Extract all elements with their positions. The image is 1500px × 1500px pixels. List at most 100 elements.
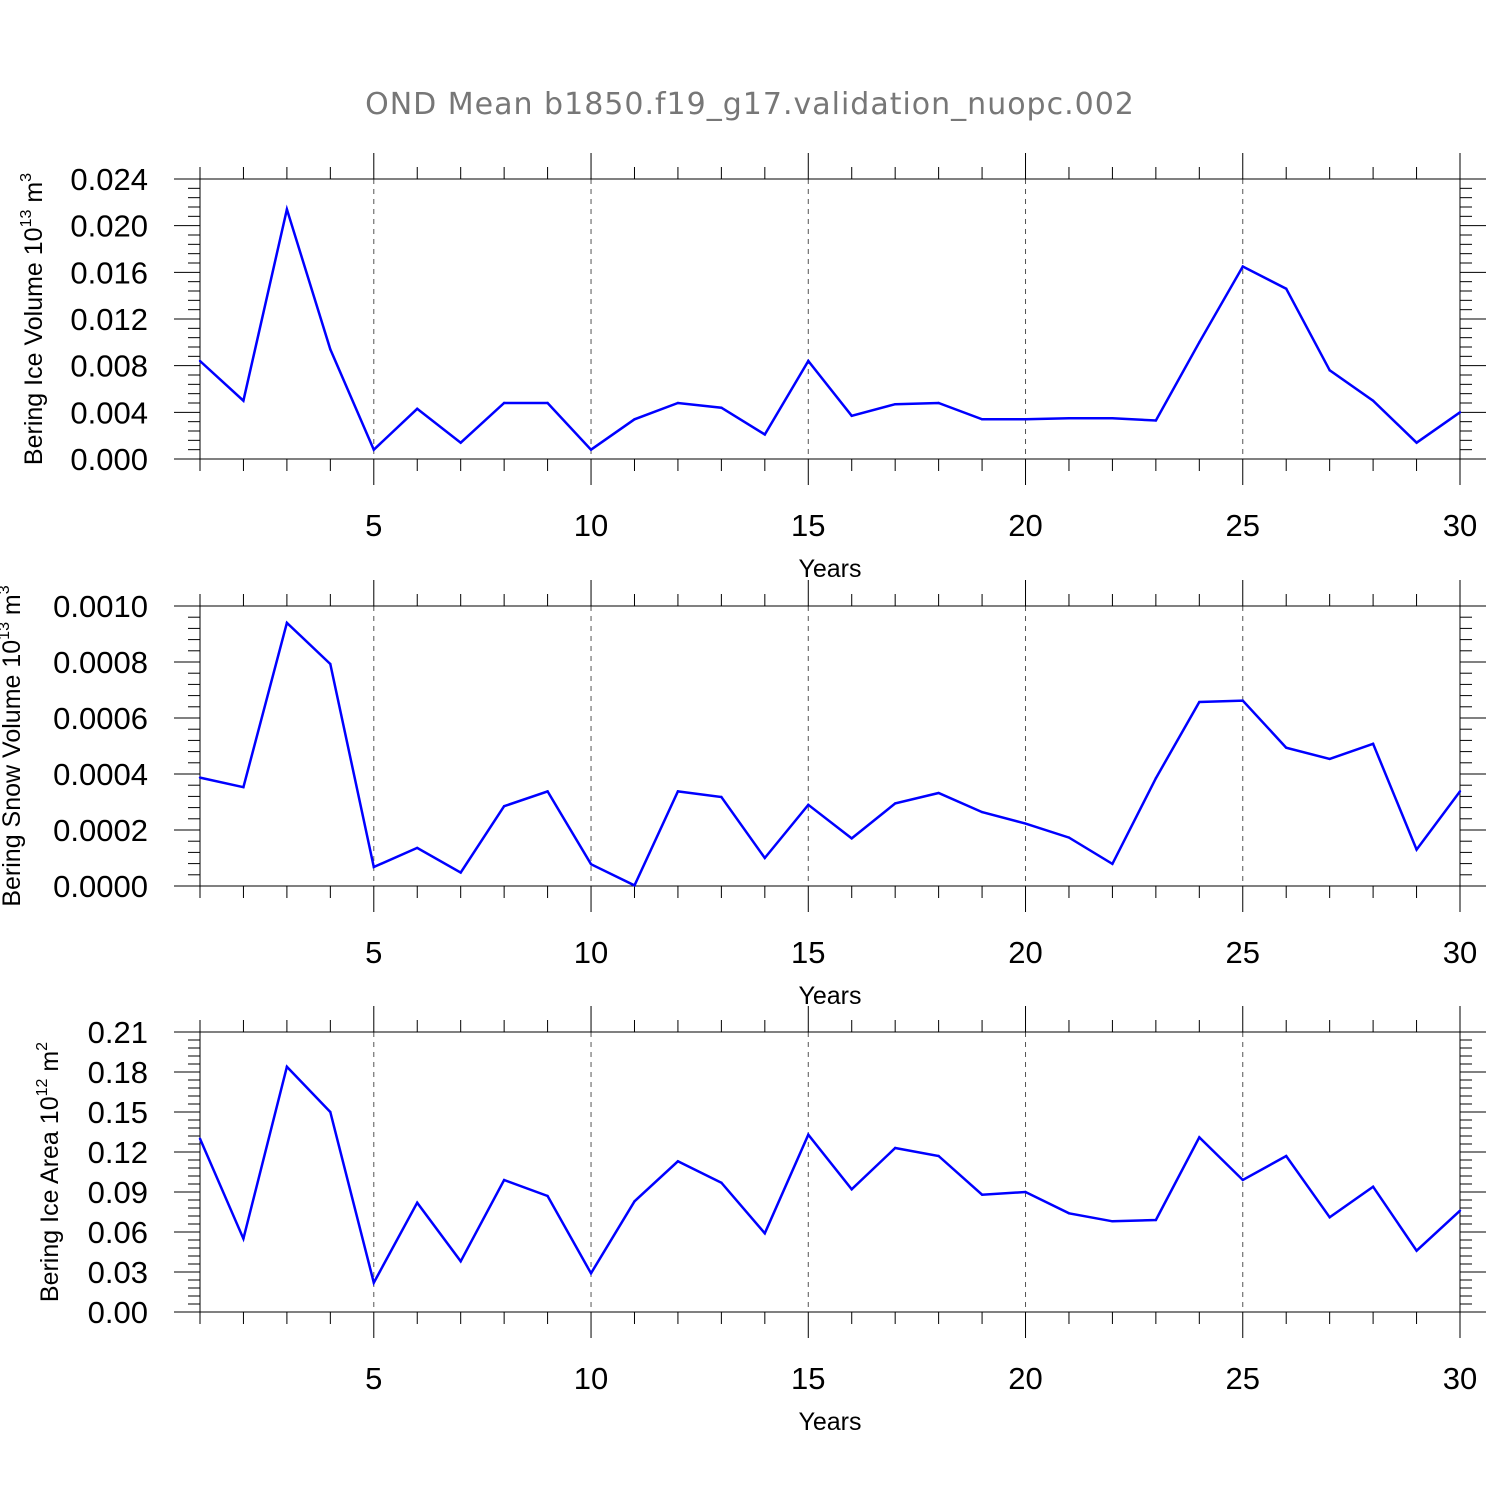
x-tick-label: 20	[1008, 508, 1042, 543]
data-point	[633, 418, 636, 421]
chart-panel-3: 5 10 15 20 25 30 0.00 0.03 0.06 0.09 0.12 0.15 0.18 0…	[34, 1006, 1486, 1436]
data-point	[980, 810, 984, 814]
series-line	[199, 204, 1461, 452]
data-point	[763, 1232, 767, 1235]
data-point	[1067, 1212, 1071, 1215]
x-tick-label: 25	[1226, 935, 1260, 970]
data-point	[285, 208, 289, 211]
data-point	[937, 791, 940, 795]
data-point	[850, 837, 853, 840]
data-point	[937, 401, 940, 405]
data-point	[1458, 1209, 1462, 1212]
x-tick-label: 15	[791, 508, 825, 543]
y-axis-label: Bering Ice Area 1012 m2	[34, 1042, 64, 1302]
y-axis-label: Bering Snow Volume 1013 m3	[0, 585, 26, 906]
data-point	[1241, 699, 1244, 702]
x-tick-label: 15	[791, 1361, 825, 1396]
series-line	[198, 1064, 1461, 1287]
x-tick-label: 20	[1008, 935, 1042, 970]
x-tick-label: 5	[365, 508, 382, 543]
data-point	[459, 441, 462, 444]
data-point	[1371, 742, 1375, 745]
y-tick-label: 0.12	[88, 1135, 148, 1170]
y-tick-label: 0.0000	[53, 869, 148, 904]
data-point	[242, 399, 245, 402]
data-point	[459, 1260, 462, 1263]
x-tick-label: 30	[1443, 508, 1477, 543]
data-point	[1285, 1154, 1288, 1158]
data-point	[893, 802, 897, 805]
chart-panel-2: 5 10 15 20 25 30 0.0000 0.0002 0.0004 0.0006 0.000…	[0, 580, 1486, 1010]
data-point	[1415, 441, 1418, 444]
y-tick-label: 0.06	[88, 1215, 148, 1250]
y-tick-label: 0.0004	[53, 757, 148, 792]
data-point	[893, 1146, 897, 1150]
data-point	[1285, 287, 1288, 290]
data-point	[1154, 777, 1158, 780]
data-point	[850, 414, 853, 418]
y-tick-label: 0.18	[88, 1055, 148, 1090]
figure-title: OND Mean b1850.f19_g17.validation_nuopc.…	[365, 87, 1135, 122]
y-tick-label: 0.012	[70, 302, 148, 337]
plot-frame	[199, 1031, 1461, 1313]
data-point	[980, 418, 984, 421]
plot-frame	[199, 605, 1461, 887]
data-point	[1111, 862, 1114, 866]
y-tick-label: 0.00	[88, 1295, 148, 1330]
data-point	[1415, 1249, 1418, 1252]
x-tick-label: 25	[1226, 1361, 1260, 1396]
data-point	[285, 1065, 289, 1068]
data-point	[720, 1181, 723, 1184]
y-tick-label: 0.0002	[53, 813, 148, 848]
data-point	[1371, 399, 1375, 402]
data-point	[807, 803, 810, 806]
data-point	[589, 862, 593, 866]
x-axis-label: Years	[798, 1408, 861, 1436]
y-tick-label: 0.0006	[53, 701, 148, 736]
data-point	[1198, 341, 1201, 344]
data-point	[763, 433, 767, 436]
data-point	[676, 401, 680, 405]
data-point	[1198, 1136, 1201, 1139]
y-tick-label: 0.0008	[53, 645, 148, 680]
data-point	[720, 795, 723, 799]
data-point	[1024, 1190, 1027, 1194]
data-point	[1415, 848, 1418, 851]
x-axis-label: Years	[798, 982, 861, 1010]
y-tick-label: 0.09	[88, 1175, 148, 1210]
data-point	[807, 359, 810, 363]
data-point	[546, 790, 549, 793]
series-line	[199, 620, 1462, 888]
y-tick-label: 0.016	[70, 255, 148, 290]
y-tick-label: 0.024	[70, 162, 148, 197]
data-point	[1024, 418, 1027, 421]
y-tick-label: 0.03	[88, 1255, 148, 1290]
x-tick-label: 20	[1008, 1361, 1042, 1396]
data-point	[502, 805, 506, 808]
data-point	[589, 1272, 593, 1275]
data-point	[807, 1133, 810, 1136]
y-tick-label: 0.020	[70, 209, 148, 244]
data-point	[372, 448, 375, 451]
data-point	[198, 1137, 202, 1140]
data-point	[242, 785, 245, 789]
x-tick-label: 15	[791, 935, 825, 970]
x-tick-label: 30	[1443, 1361, 1477, 1396]
data-point	[1241, 1178, 1244, 1182]
x-tick-label: 5	[365, 1361, 382, 1396]
data-point	[372, 865, 375, 869]
data-point	[633, 1200, 636, 1203]
panels: 5 10 15 20 25 30 0.000 0.004 0.008 0.012 0.016 0.02…	[0, 153, 1486, 1436]
data-point	[1285, 746, 1288, 749]
data-point	[1328, 369, 1331, 372]
data-point	[1198, 700, 1201, 704]
data-point	[1067, 416, 1071, 420]
data-point	[1154, 1218, 1158, 1222]
data-point	[546, 1194, 549, 1198]
x-tick-label: 30	[1443, 935, 1477, 970]
data-point	[198, 776, 202, 779]
data-point	[459, 871, 462, 874]
data-point	[329, 1110, 332, 1114]
plot-frame	[199, 178, 1461, 460]
